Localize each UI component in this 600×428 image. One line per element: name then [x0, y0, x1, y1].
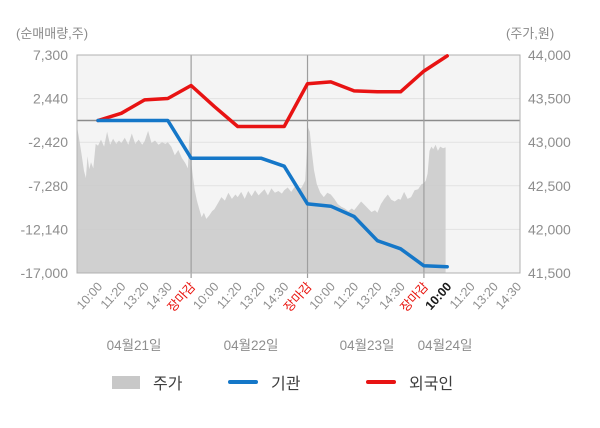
- svg-text:04월24일: 04월24일: [418, 338, 473, 353]
- svg-text:41,500: 41,500: [528, 265, 571, 281]
- svg-text:10:00: 10:00: [74, 280, 105, 313]
- svg-text:04월23일: 04월23일: [340, 338, 395, 353]
- legend-label-foreigners: 외국인: [409, 376, 454, 393]
- chart-legend: 주가 기관 외국인: [0, 368, 600, 398]
- svg-text:13:20: 13:20: [237, 280, 268, 313]
- svg-text:-2,420: -2,420: [28, 134, 68, 150]
- svg-text:44,000: 44,000: [528, 47, 571, 63]
- svg-text:2,440: 2,440: [33, 91, 68, 107]
- legend-item-institutions: 기관: [228, 368, 300, 396]
- svg-text:-12,140: -12,140: [21, 221, 69, 237]
- svg-text:10:00: 10:00: [190, 280, 221, 313]
- svg-text:-17,000: -17,000: [21, 265, 69, 281]
- foreigners-line-swatch: [366, 380, 396, 384]
- svg-text:10:00: 10:00: [423, 280, 455, 313]
- svg-text:04월21일: 04월21일: [107, 338, 162, 353]
- legend-item-foreigners: 외국인: [366, 368, 453, 396]
- svg-text:42,000: 42,000: [528, 221, 571, 237]
- svg-text:13:20: 13:20: [470, 280, 501, 313]
- svg-text:04월22일: 04월22일: [224, 338, 279, 353]
- svg-text:43,000: 43,000: [528, 134, 571, 150]
- left-axis-title: (순매매량,주): [16, 26, 89, 41]
- legend-label-price: 주가: [153, 376, 183, 393]
- svg-text:13:20: 13:20: [120, 280, 151, 313]
- svg-text:10:00: 10:00: [307, 280, 338, 313]
- price-area-swatch: [112, 375, 140, 389]
- svg-text:14:30: 14:30: [493, 280, 524, 313]
- legend-label-institutions: 기관: [271, 376, 301, 393]
- institutions-line-swatch: [228, 380, 258, 384]
- svg-text:13:20: 13:20: [353, 280, 384, 313]
- legend-item-price: 주가: [112, 368, 182, 396]
- svg-text:43,500: 43,500: [528, 91, 571, 107]
- right-axis-title: (주가,원): [506, 26, 555, 41]
- svg-text:-7,280: -7,280: [28, 178, 68, 194]
- svg-text:7,300: 7,300: [33, 47, 68, 63]
- svg-text:42,500: 42,500: [528, 178, 571, 194]
